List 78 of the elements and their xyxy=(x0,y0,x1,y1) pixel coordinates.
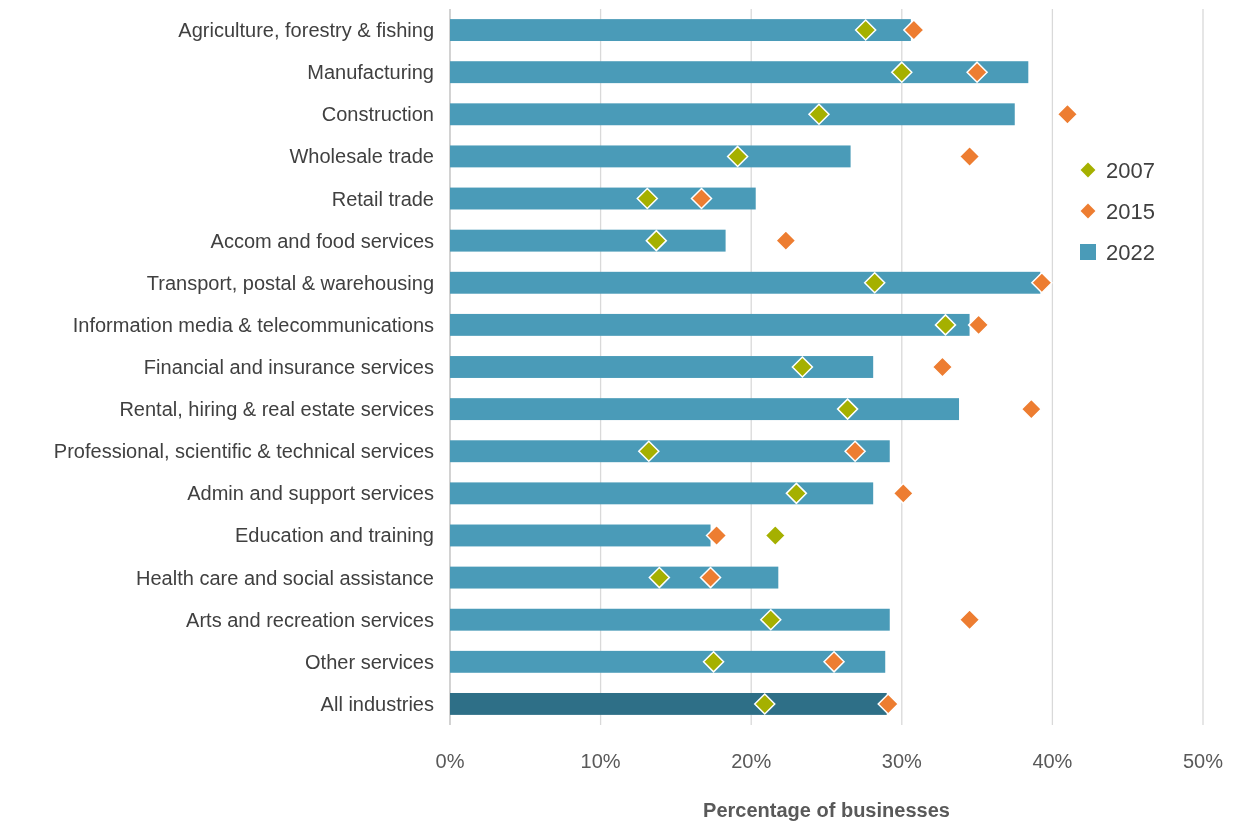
y-tick-label: All industries xyxy=(320,692,434,715)
point xyxy=(791,356,814,378)
point xyxy=(892,482,915,505)
bar xyxy=(450,313,970,336)
y-tick-label: Health care and social assistance xyxy=(136,566,434,589)
point xyxy=(931,356,954,378)
y-tick-label: Arts and recreation services xyxy=(186,608,434,631)
y-tick-label: Accom and food services xyxy=(210,229,434,252)
y-tick-label: Admin and support services xyxy=(187,482,434,505)
bar xyxy=(450,482,874,505)
x-axis-title: Percentage of businesses xyxy=(703,799,950,821)
bar xyxy=(450,608,890,631)
bar xyxy=(450,440,890,463)
y-tick-label: Transport, postal & warehousing xyxy=(146,271,434,294)
point xyxy=(699,566,722,589)
point xyxy=(764,524,787,547)
y-tick-label: Professional, scientific & technical services xyxy=(53,440,434,463)
y-tick-label: Construction xyxy=(321,103,434,126)
point xyxy=(891,61,913,83)
y-tick-label: Rental, hiring & real estate services xyxy=(119,398,434,421)
bar xyxy=(450,566,779,589)
point xyxy=(903,19,925,41)
bar xyxy=(450,19,911,42)
point xyxy=(785,482,808,505)
y-tick-label: Retail trade xyxy=(331,187,434,210)
point xyxy=(808,103,830,126)
point xyxy=(645,229,668,252)
point xyxy=(775,229,797,252)
point xyxy=(760,608,782,631)
y-tick-label: Other services xyxy=(305,650,434,673)
point xyxy=(1056,103,1079,126)
point xyxy=(966,61,988,83)
bar xyxy=(450,229,726,252)
point xyxy=(967,314,990,336)
point xyxy=(934,314,957,336)
y-tick-label: Wholesale trade xyxy=(289,145,434,168)
point xyxy=(877,693,899,715)
point xyxy=(726,145,749,168)
bar xyxy=(450,61,1029,84)
y-tick-label: Agriculture, forestry & fishing xyxy=(178,19,434,42)
x-tick-label: 40% xyxy=(1032,750,1073,772)
y-tick-label: Financial and insurance services xyxy=(143,356,434,378)
y-tick-label: Information media & telecommunications xyxy=(72,313,434,336)
bar xyxy=(450,524,711,547)
point xyxy=(823,651,845,673)
bar xyxy=(450,398,960,421)
legend-label: 2007 xyxy=(1106,157,1155,183)
point xyxy=(705,524,728,547)
x-tick-label: 20% xyxy=(731,750,772,772)
x-tick-label: 50% xyxy=(1182,750,1224,772)
bar xyxy=(450,692,887,715)
y-tick-label: Education and training xyxy=(234,524,434,547)
bar xyxy=(450,145,851,168)
legend-label: 2015 xyxy=(1106,198,1155,224)
point xyxy=(854,19,877,41)
point xyxy=(1020,398,1043,420)
x-tick-label: 0% xyxy=(435,750,465,772)
point xyxy=(958,145,981,168)
bar xyxy=(450,650,886,673)
point xyxy=(638,440,660,462)
bar xyxy=(450,103,1015,126)
bar xyxy=(450,356,874,378)
point xyxy=(844,440,866,462)
bar xyxy=(450,187,756,210)
point xyxy=(863,272,886,294)
bar xyxy=(450,271,1041,294)
x-tick-label: 10% xyxy=(580,750,621,772)
point xyxy=(648,566,671,589)
point xyxy=(702,651,725,673)
point xyxy=(958,608,981,631)
point xyxy=(636,187,659,210)
point xyxy=(690,187,713,210)
y-tick-label: Manufacturing xyxy=(307,61,434,84)
point xyxy=(754,693,776,715)
legend-label: 2022 xyxy=(1106,239,1155,265)
point xyxy=(1031,272,1053,294)
point xyxy=(836,398,859,420)
x-tick-label: 30% xyxy=(881,750,923,772)
